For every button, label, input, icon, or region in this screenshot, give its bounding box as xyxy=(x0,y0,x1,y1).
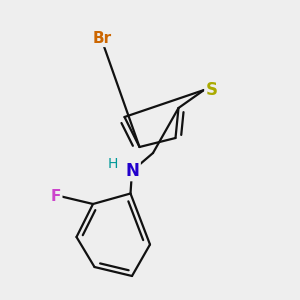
Text: H: H xyxy=(107,157,118,170)
Text: N: N xyxy=(126,162,140,180)
Text: F: F xyxy=(51,189,61,204)
Text: Br: Br xyxy=(92,31,112,46)
Text: S: S xyxy=(206,81,218,99)
